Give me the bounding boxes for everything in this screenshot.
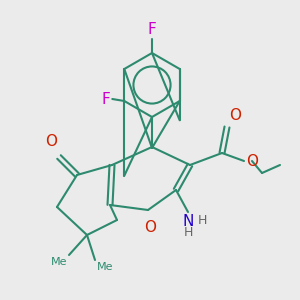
- Text: O: O: [246, 154, 258, 169]
- Text: Me: Me: [50, 257, 67, 267]
- Text: O: O: [229, 108, 241, 123]
- Text: H: H: [183, 226, 193, 239]
- Text: O: O: [45, 134, 57, 149]
- Text: O: O: [144, 220, 156, 235]
- Text: Me: Me: [97, 262, 113, 272]
- Text: N: N: [182, 214, 194, 229]
- Text: H: H: [198, 214, 207, 227]
- Text: F: F: [101, 92, 110, 106]
- Text: F: F: [148, 22, 156, 37]
